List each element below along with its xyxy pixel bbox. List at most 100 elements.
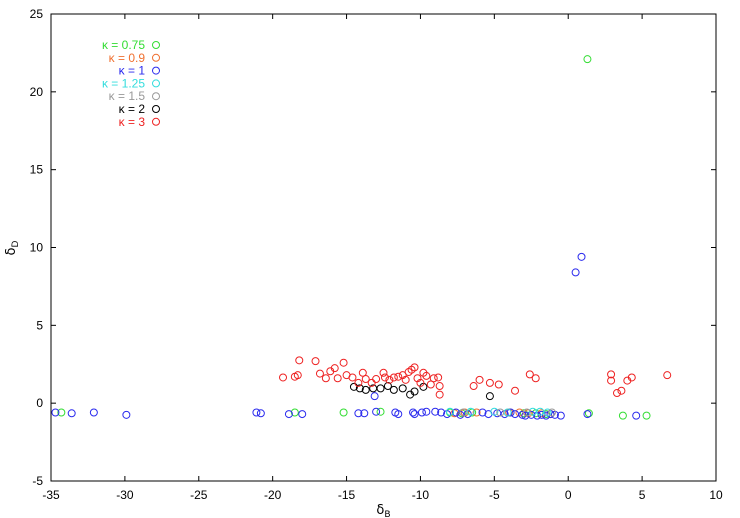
series-group bbox=[349, 382, 494, 401]
data-point bbox=[525, 370, 534, 379]
data-point bbox=[67, 409, 76, 418]
data-point bbox=[475, 375, 484, 384]
data-point bbox=[543, 408, 552, 417]
data-point bbox=[416, 378, 425, 387]
data-point bbox=[506, 408, 515, 417]
data-point bbox=[394, 410, 403, 419]
data-point bbox=[632, 411, 641, 420]
data-point bbox=[478, 408, 487, 417]
data-point bbox=[279, 373, 288, 382]
data-point bbox=[401, 375, 410, 384]
data-point bbox=[522, 408, 531, 417]
data-point bbox=[51, 408, 60, 417]
data-point bbox=[485, 392, 494, 401]
data-points bbox=[51, 55, 672, 420]
data-point bbox=[472, 408, 481, 417]
x-tick-label: -25 bbox=[190, 488, 208, 502]
legend-marker bbox=[152, 41, 160, 49]
x-tick-label: -10 bbox=[412, 488, 430, 502]
data-point bbox=[311, 357, 320, 366]
x-tick-label: 0 bbox=[565, 488, 572, 502]
y-tick-label: -5 bbox=[32, 474, 43, 488]
data-point bbox=[607, 376, 616, 385]
data-point bbox=[360, 409, 369, 418]
data-point bbox=[339, 408, 348, 417]
data-point bbox=[494, 380, 503, 389]
data-point bbox=[556, 411, 565, 420]
data-point bbox=[284, 410, 293, 419]
x-tick-label: -5 bbox=[489, 488, 500, 502]
data-point bbox=[663, 371, 672, 380]
data-point bbox=[434, 373, 443, 382]
legend-marker bbox=[152, 92, 160, 101]
data-point bbox=[389, 373, 398, 382]
series-group bbox=[57, 55, 651, 420]
data-point bbox=[379, 368, 388, 377]
data-point bbox=[252, 408, 261, 417]
data-point bbox=[376, 384, 385, 393]
data-point bbox=[410, 387, 419, 396]
data-point bbox=[584, 409, 593, 418]
data-point bbox=[518, 410, 527, 419]
x-tick-label: -15 bbox=[338, 488, 356, 502]
legend: κ = 0.75κ = 0.9κ = 1κ = 1.25κ = 1.5κ = 2… bbox=[102, 38, 160, 129]
data-point bbox=[339, 358, 348, 367]
legend-label: κ = 2 bbox=[119, 102, 146, 116]
data-point bbox=[256, 409, 265, 418]
data-point bbox=[293, 371, 302, 380]
x-axis-label-subscript: B bbox=[384, 510, 390, 518]
data-point bbox=[429, 374, 438, 383]
y-axis-label: δD bbox=[4, 240, 21, 255]
legend-marker bbox=[152, 105, 160, 113]
data-point bbox=[459, 408, 468, 417]
data-point bbox=[57, 408, 66, 417]
data-point bbox=[383, 382, 392, 391]
legend-marker bbox=[152, 53, 160, 62]
data-point bbox=[435, 382, 444, 391]
data-point bbox=[490, 407, 499, 416]
data-point bbox=[571, 268, 580, 277]
x-tick-label: -20 bbox=[264, 488, 282, 502]
data-point bbox=[485, 378, 494, 387]
data-point bbox=[617, 386, 626, 395]
data-point bbox=[417, 408, 426, 417]
data-point bbox=[627, 373, 636, 382]
data-point bbox=[380, 373, 389, 382]
data-point bbox=[122, 410, 131, 419]
y-tick-label: 20 bbox=[30, 85, 44, 99]
series-group bbox=[51, 252, 641, 420]
y-axis-label-main: δ bbox=[4, 247, 19, 255]
y-tick-label: 10 bbox=[30, 241, 44, 255]
data-point bbox=[367, 378, 376, 387]
data-point bbox=[547, 408, 556, 417]
legend-label: κ = 0.75 bbox=[102, 38, 145, 52]
data-point bbox=[290, 408, 299, 417]
data-point bbox=[376, 407, 385, 416]
data-point bbox=[385, 375, 394, 384]
data-point bbox=[410, 363, 419, 372]
data-point bbox=[422, 407, 431, 416]
data-point bbox=[372, 407, 381, 416]
data-point bbox=[321, 374, 330, 383]
data-point bbox=[519, 409, 528, 418]
data-point bbox=[422, 371, 431, 380]
y-tick-label: 25 bbox=[30, 7, 44, 21]
data-point bbox=[394, 372, 403, 381]
data-point bbox=[361, 385, 370, 394]
axis-ticks bbox=[50, 13, 717, 482]
legend-marker bbox=[152, 66, 160, 75]
y-tick-label: 0 bbox=[36, 396, 43, 410]
x-axis-label-main: δ bbox=[376, 503, 384, 518]
data-point bbox=[398, 384, 407, 393]
data-point bbox=[89, 408, 98, 417]
data-point bbox=[409, 408, 418, 417]
series-group bbox=[446, 407, 552, 417]
y-tick-label: 5 bbox=[36, 318, 43, 332]
legend-label: κ = 0.9 bbox=[109, 51, 146, 65]
data-point bbox=[469, 382, 478, 391]
data-point bbox=[437, 408, 446, 417]
axis-tick-labels: -35 -30 -25 -20 -15 -10 -5 0 5 10 -5 0 5 10 15 20 25 bbox=[30, 7, 723, 502]
data-point bbox=[370, 392, 379, 401]
legend-label: κ = 1 bbox=[119, 64, 146, 78]
data-point bbox=[607, 370, 616, 379]
